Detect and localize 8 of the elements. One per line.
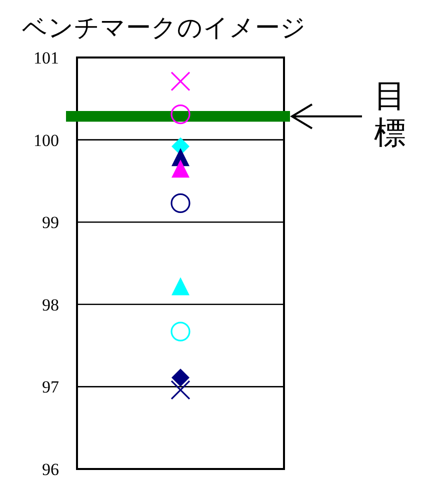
band-label: 目標 [374,76,406,152]
y-tick-label: 96 [42,460,59,479]
y-tick-label: 97 [42,378,60,397]
y-tick-label: 101 [34,48,59,68]
chart-title: ベンチマークのイメージ [22,13,306,42]
y-tick-label: 100 [34,130,59,150]
y-tick-label: 99 [42,213,59,232]
y-tick-label: 98 [42,295,59,314]
